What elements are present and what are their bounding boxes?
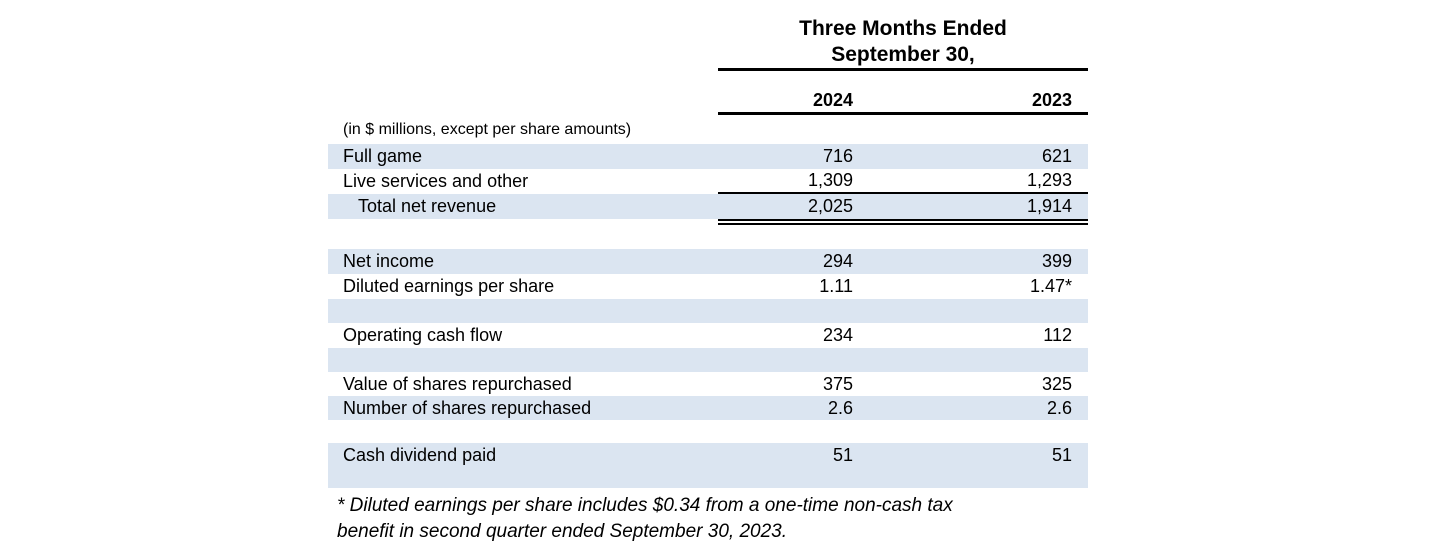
table-row-cash-dividend-paid: Cash dividend paid 51 51: [328, 443, 1088, 468]
empty-shaded-row: [328, 348, 1088, 372]
period-header: Three Months Ended September 30,: [718, 0, 1088, 71]
row-label: Operating cash flow: [343, 325, 503, 345]
table-row-live-services: Live services and other 1,309 1,293: [328, 169, 1088, 194]
value-2024: 294: [822, 251, 853, 271]
period-header-line2: September 30,: [831, 43, 975, 66]
value-2023: 2.6: [1046, 397, 1072, 418]
row-label: Value of shares repurchased: [343, 373, 572, 394]
table-row-number-shares-repurchased: Number of shares repurchased 2.6 2.6: [328, 396, 1088, 420]
units-note: (in $ millions, except per share amounts…: [343, 120, 632, 138]
value-2023: 1.47*: [1029, 276, 1072, 296]
table-row-net-income: Net income 294 399: [328, 249, 1088, 274]
row-label: Total net revenue: [358, 196, 497, 216]
table-row-diluted-eps: Diluted earnings per share 1.11 1.47*: [328, 274, 1088, 299]
row-label: Diluted earnings per share: [343, 276, 555, 296]
value-2023: 621: [1041, 146, 1072, 166]
empty-shaded-row: [328, 299, 1088, 323]
value-2023: 1,293: [1026, 170, 1072, 190]
value-2023: 399: [1041, 251, 1072, 271]
value-2024: 2.6: [827, 397, 853, 418]
value-2024: 1,309: [807, 170, 853, 190]
column-header-2023: 2023: [1031, 90, 1072, 110]
year-columns-header: 2024 2023: [718, 71, 1088, 115]
row-label: Live services and other: [343, 171, 529, 191]
section-spacer: [328, 420, 1088, 443]
period-header-line1: Three Months Ended: [799, 17, 1007, 40]
financial-summary-table: Three Months Ended September 30, 2024 20…: [328, 0, 1088, 545]
table-row-total-net-revenue: Total net revenue 2,025 1,914: [328, 194, 1088, 219]
table-row-full-game: Full game 716 621: [328, 144, 1088, 169]
column-header-2024: 2024: [812, 90, 853, 110]
section-spacer: [328, 225, 1088, 249]
row-label: Cash dividend paid: [343, 445, 497, 465]
value-2024: 2,025: [807, 196, 853, 216]
row-label: Number of shares repurchased: [343, 397, 592, 418]
value-2024: 375: [822, 373, 853, 394]
table-row-operating-cash-flow: Operating cash flow 234 112: [328, 323, 1088, 348]
value-2024: 1.11: [819, 276, 853, 296]
value-2024: 234: [822, 325, 853, 345]
footnote: * Diluted earnings per share includes $0…: [337, 493, 1088, 545]
row-label: Net income: [343, 251, 435, 271]
footnote-line1: * Diluted earnings per share includes $0…: [337, 495, 953, 516]
table-row-value-shares-repurchased: Value of shares repurchased 375 325: [328, 372, 1088, 396]
value-2023: 325: [1041, 373, 1072, 394]
footnote-line2: benefit in second quarter ended Septembe…: [337, 521, 787, 542]
total-double-rule: [718, 219, 1088, 225]
value-2023: 1,914: [1026, 196, 1072, 216]
value-2024: 51: [832, 445, 853, 465]
empty-shaded-row: [328, 468, 1088, 488]
value-2023: 51: [1051, 445, 1072, 465]
row-label: Full game: [343, 146, 423, 166]
value-2024: 716: [822, 146, 853, 166]
value-2023: 112: [1043, 325, 1072, 345]
